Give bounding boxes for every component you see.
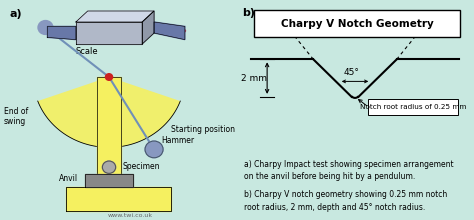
- Text: Charpy V Notch Geometry: Charpy V Notch Geometry: [281, 19, 434, 29]
- Text: End of: End of: [4, 107, 28, 116]
- Text: Scale: Scale: [76, 47, 99, 56]
- Polygon shape: [66, 187, 171, 211]
- Text: Notch root radius of 0.25 mm: Notch root radius of 0.25 mm: [360, 104, 466, 110]
- Text: Starting position: Starting position: [171, 125, 235, 134]
- Polygon shape: [76, 11, 154, 22]
- Polygon shape: [85, 174, 133, 187]
- FancyBboxPatch shape: [368, 99, 458, 116]
- Text: swing: swing: [4, 117, 26, 126]
- Polygon shape: [142, 11, 154, 44]
- Text: a) Charpy Impact test showing specimen arrangement
on the anvil before being hit: a) Charpy Impact test showing specimen a…: [244, 160, 454, 181]
- Text: a): a): [9, 9, 22, 19]
- Polygon shape: [154, 22, 185, 40]
- Text: b): b): [242, 8, 255, 18]
- Text: 45°: 45°: [344, 68, 359, 77]
- Text: 2 mm: 2 mm: [240, 74, 266, 82]
- Text: b) Charpy V notch geometry showing 0.25 mm notch
root radius, 2 mm, depth and 45: b) Charpy V notch geometry showing 0.25 …: [244, 191, 447, 212]
- Circle shape: [145, 141, 163, 158]
- Text: Specimen: Specimen: [122, 162, 160, 170]
- Circle shape: [105, 74, 113, 80]
- Circle shape: [102, 161, 116, 173]
- Text: Hammer: Hammer: [161, 136, 194, 145]
- Polygon shape: [97, 77, 121, 180]
- Circle shape: [39, 21, 52, 34]
- Polygon shape: [47, 26, 76, 40]
- Polygon shape: [76, 22, 142, 44]
- Text: www.twi.co.uk: www.twi.co.uk: [108, 213, 153, 218]
- Wedge shape: [38, 77, 180, 147]
- Text: Anvil: Anvil: [59, 174, 78, 183]
- FancyBboxPatch shape: [255, 10, 460, 37]
